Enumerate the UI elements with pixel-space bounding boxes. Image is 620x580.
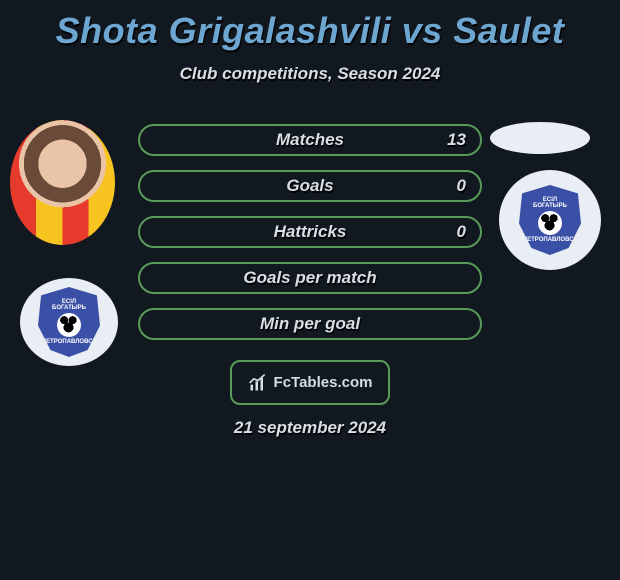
crest-text-bot: ПЕТРОПАВЛОВСК: [523, 237, 577, 243]
player-left-photo: [10, 120, 115, 245]
crest-text-bot: ПЕТРОПАВЛОВСК: [42, 339, 96, 345]
chart-icon: [248, 373, 268, 393]
stat-label: Matches: [276, 130, 344, 150]
shield-icon: ЕСІЛ БОГАТЫРЬ ПЕТРОПАВЛОВСК: [38, 287, 100, 357]
stat-bars: Matches 13 Goals 0 Hattricks 0 Goals per…: [138, 124, 482, 354]
footer-date: 21 september 2024: [0, 418, 620, 438]
player-right-club-crest: ЕСІЛ БОГАТЫРЬ ПЕТРОПАВЛОВСК: [499, 170, 601, 270]
player-right-photo: [490, 122, 590, 154]
stat-label: Hattricks: [274, 222, 347, 242]
crest-text-mid: БОГАТЫРЬ: [533, 203, 567, 209]
stat-bar-matches: Matches 13: [138, 124, 482, 156]
watermark-text: FcTables.com: [274, 374, 373, 391]
shield-icon: ЕСІЛ БОГАТЫРЬ ПЕТРОПАВЛОВСК: [519, 185, 581, 255]
player-left-club-crest: ЕСІЛ БОГАТЫРЬ ПЕТРОПАВЛОВСК: [20, 278, 118, 366]
page-title: Shota Grigalashvili vs Saulet: [0, 0, 620, 52]
stat-right-value: 0: [457, 222, 466, 242]
stat-right-value: 13: [447, 130, 466, 150]
stat-bar-goals: Goals 0: [138, 170, 482, 202]
stat-right-value: 0: [457, 176, 466, 196]
stat-label: Min per goal: [260, 314, 360, 334]
stat-label: Goals: [286, 176, 333, 196]
stat-label: Goals per match: [243, 268, 376, 288]
watermark-badge: FcTables.com: [230, 360, 390, 405]
stat-bar-hattricks: Hattricks 0: [138, 216, 482, 248]
stat-bar-min-per-goal: Min per goal: [138, 308, 482, 340]
stat-bar-goals-per-match: Goals per match: [138, 262, 482, 294]
page-subtitle: Club competitions, Season 2024: [0, 64, 620, 84]
crest-text-mid: БОГАТЫРЬ: [52, 305, 86, 311]
